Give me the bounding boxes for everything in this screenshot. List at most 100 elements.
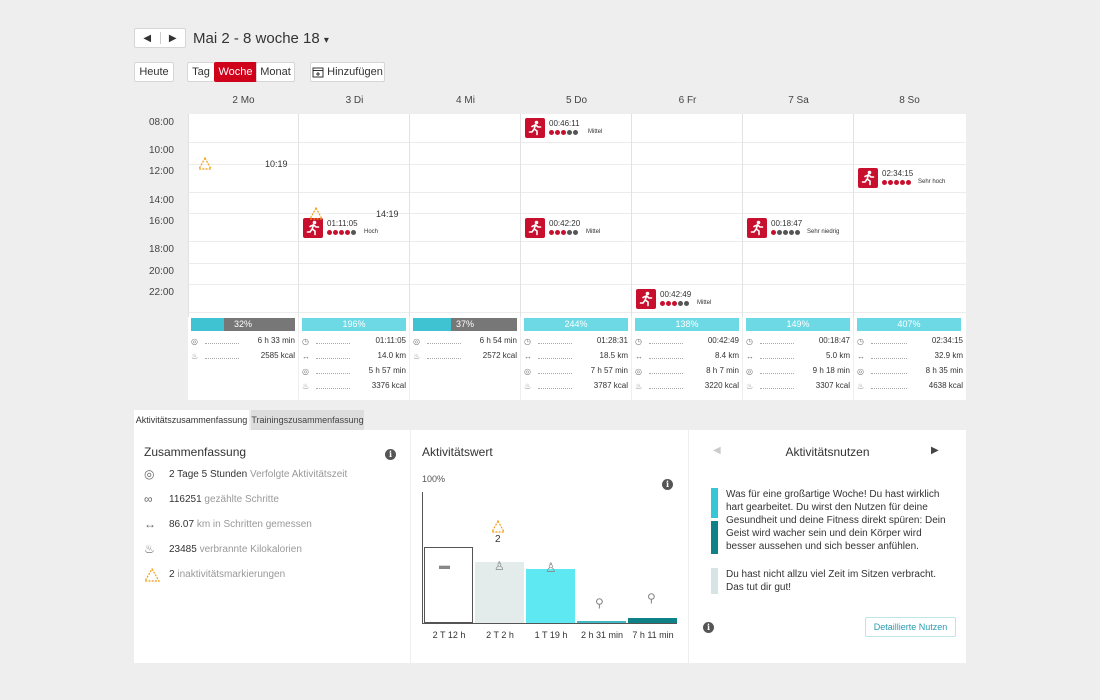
intensity-dot (573, 130, 578, 135)
running-icon (525, 118, 545, 138)
info-icon[interactable]: i (703, 622, 714, 633)
grid-column-line (853, 114, 854, 317)
day-summary[interactable]: 244% ◷ 01:28:31 ↔ 18.5 km ◎ 7 h 57 min ♨ 378… (521, 317, 631, 400)
date-range-title: Mai 2 - 8 woche 18 (193, 30, 320, 47)
active-time-row: ◎ 5 h 57 min (302, 366, 406, 378)
training-event[interactable]: 00:46:11 Mittel (525, 118, 625, 140)
day-summary[interactable]: 32% ◎ 6 h 33 min ♨ 2585 kcal (188, 317, 298, 400)
time-label: 08:00 (148, 117, 174, 128)
tab-week[interactable]: Woche (214, 62, 257, 82)
active-time-icon: ◎ (302, 367, 309, 376)
distance-row: ↔ 8.4 km (635, 351, 739, 363)
training-event[interactable]: 00:18:47 Sehr niedrig (747, 218, 852, 240)
inactivity-total-label: inaktivitätsmarkierungen (177, 569, 286, 580)
day-header-wed: 4 Mi (456, 95, 475, 106)
activity-goal-bar: 407% (857, 318, 961, 331)
grid-column-line (520, 114, 521, 317)
intensity-dot (549, 230, 554, 235)
date-range-selector[interactable]: Mai 2 - 8 woche 18 ▾ (193, 30, 329, 47)
week-calendar-grid[interactable] (188, 114, 966, 317)
day-summary[interactable]: 407% ◷ 02:34:15 ↔ 32.9 km ◎ 8 h 35 min ♨ 463… (854, 317, 966, 400)
time-label: 20:00 (148, 266, 174, 277)
running-icon (747, 218, 767, 238)
day-header-sat: 7 Sa (788, 95, 809, 106)
day-summary[interactable]: 138% ◷ 00:42:49 ↔ 8.4 km ◎ 8 h 7 min ♨ 3220 … (632, 317, 742, 400)
calories-row: ♨ 3307 kcal (746, 381, 850, 393)
calories-row: ♨ 2572 kcal (413, 351, 517, 363)
activity-time-icon: ◎ (144, 467, 155, 481)
calories-row: ♨ 4638 kcal (857, 381, 963, 393)
dotted-leader (205, 358, 239, 359)
inactivity-warning-icon[interactable] (198, 157, 212, 171)
intensity-dot (678, 301, 683, 306)
activity-bar (424, 547, 473, 623)
intensity-dot (561, 130, 566, 135)
day-header-fri: 6 Fr (678, 95, 697, 106)
tab-activity-summary[interactable]: Aktivitätszusammenfassung (134, 410, 249, 430)
flame-icon: ♨ (746, 382, 754, 391)
inactivity-count: 2 (495, 534, 501, 545)
dotted-leader (649, 388, 683, 389)
calories-value: 3220 kcal (704, 381, 739, 390)
steps-label: gezählte Schritte (204, 494, 279, 505)
event-intensity-label: Sehr niedrig (807, 229, 840, 235)
flame-icon: ♨ (413, 352, 421, 361)
tab-month[interactable]: Monat (256, 62, 295, 82)
inactivity-total-value: 2 (169, 569, 175, 580)
info-icon[interactable]: i (662, 479, 673, 490)
active-time-row: ◎ 9 h 18 min (746, 366, 850, 378)
day-header-thu: 5 Do (565, 95, 588, 106)
dotted-leader (427, 358, 461, 359)
intensity-dot (888, 180, 893, 185)
event-intensity-label: Mittel (697, 300, 712, 306)
training-event[interactable]: 02:34:15 Sehr hoch (858, 168, 963, 190)
day-summary[interactable]: 196% ◷ 01:11:05 ↔ 14.0 km ◎ 5 h 57 min ♨ 337… (299, 317, 409, 400)
tab-training-summary[interactable]: Trainingszusammenfassung (251, 410, 364, 430)
day-summary[interactable]: 37% ◎ 6 h 54 min ♨ 2572 kcal (410, 317, 520, 400)
active-time-value: 9 h 18 min (812, 366, 850, 375)
distance-row: ↔ 18.5 km (524, 351, 628, 363)
next-benefit-button[interactable]: ▶ (931, 445, 939, 456)
intensity-dots (882, 180, 911, 185)
activity-goal-pct: 37% (455, 319, 474, 329)
distance-icon: ↔ (144, 517, 156, 531)
sitting-icon: ♙ (494, 559, 505, 573)
active-time-icon: ◎ (857, 367, 864, 376)
activity-scale-label: 100% (422, 474, 446, 484)
training-event[interactable]: 00:42:49 Mittel (636, 289, 736, 311)
calories-value: 3787 kcal (593, 381, 628, 390)
prev-benefit-button[interactable]: ◀ (713, 445, 721, 456)
activity-goal-pct: 149% (786, 319, 810, 329)
today-button[interactable]: Heute (134, 62, 174, 82)
day-summary[interactable]: 149% ◷ 00:18:47 ↔ 5.0 km ◎ 9 h 18 min ♨ 3307… (743, 317, 853, 400)
next-week-button[interactable]: ▶ (168, 32, 177, 44)
active-time-icon: ◎ (746, 367, 753, 376)
intensity-dot (333, 230, 338, 235)
add-button[interactable]: Hinzufügen (310, 62, 385, 82)
time-label: 16:00 (148, 216, 174, 227)
detailed-benefits-button[interactable]: Detaillierte Nutzen (865, 617, 956, 637)
intensity-dot (567, 230, 572, 235)
intensity-dot (906, 180, 911, 185)
activity-goal-bar: 37% (413, 318, 517, 331)
distance-icon: ↔ (302, 352, 310, 361)
active-time-icon: ◎ (635, 367, 642, 376)
benefit-message: Was für eine großartige Woche! Du hast w… (711, 488, 956, 558)
stopwatch-icon: ◷ (524, 337, 531, 346)
distance-value: 32.9 km (934, 351, 963, 360)
standing-icon: ♙ (545, 560, 557, 575)
day-header-tue: 3 Di (345, 95, 364, 106)
prev-week-button[interactable]: ◀ (143, 32, 152, 44)
training-event[interactable]: 01:11:05 Hoch (303, 218, 398, 240)
inactivity-warning-icon[interactable] (309, 207, 323, 221)
benefit-strip (711, 488, 718, 518)
running-icon (636, 289, 656, 309)
tab-day[interactable]: Tag (187, 62, 215, 82)
benefit-panel: ◀ Aktivitätsnutzen ▶ Was für eine großar… (689, 430, 966, 663)
training-event[interactable]: 00:42:20 Mittel (525, 218, 625, 240)
intensity-dot (660, 301, 665, 306)
grid-line (188, 213, 966, 214)
info-icon[interactable]: i (385, 449, 396, 460)
activity-goal-bar: 138% (635, 318, 739, 331)
training-time-value: 00:18:47 (818, 336, 850, 345)
